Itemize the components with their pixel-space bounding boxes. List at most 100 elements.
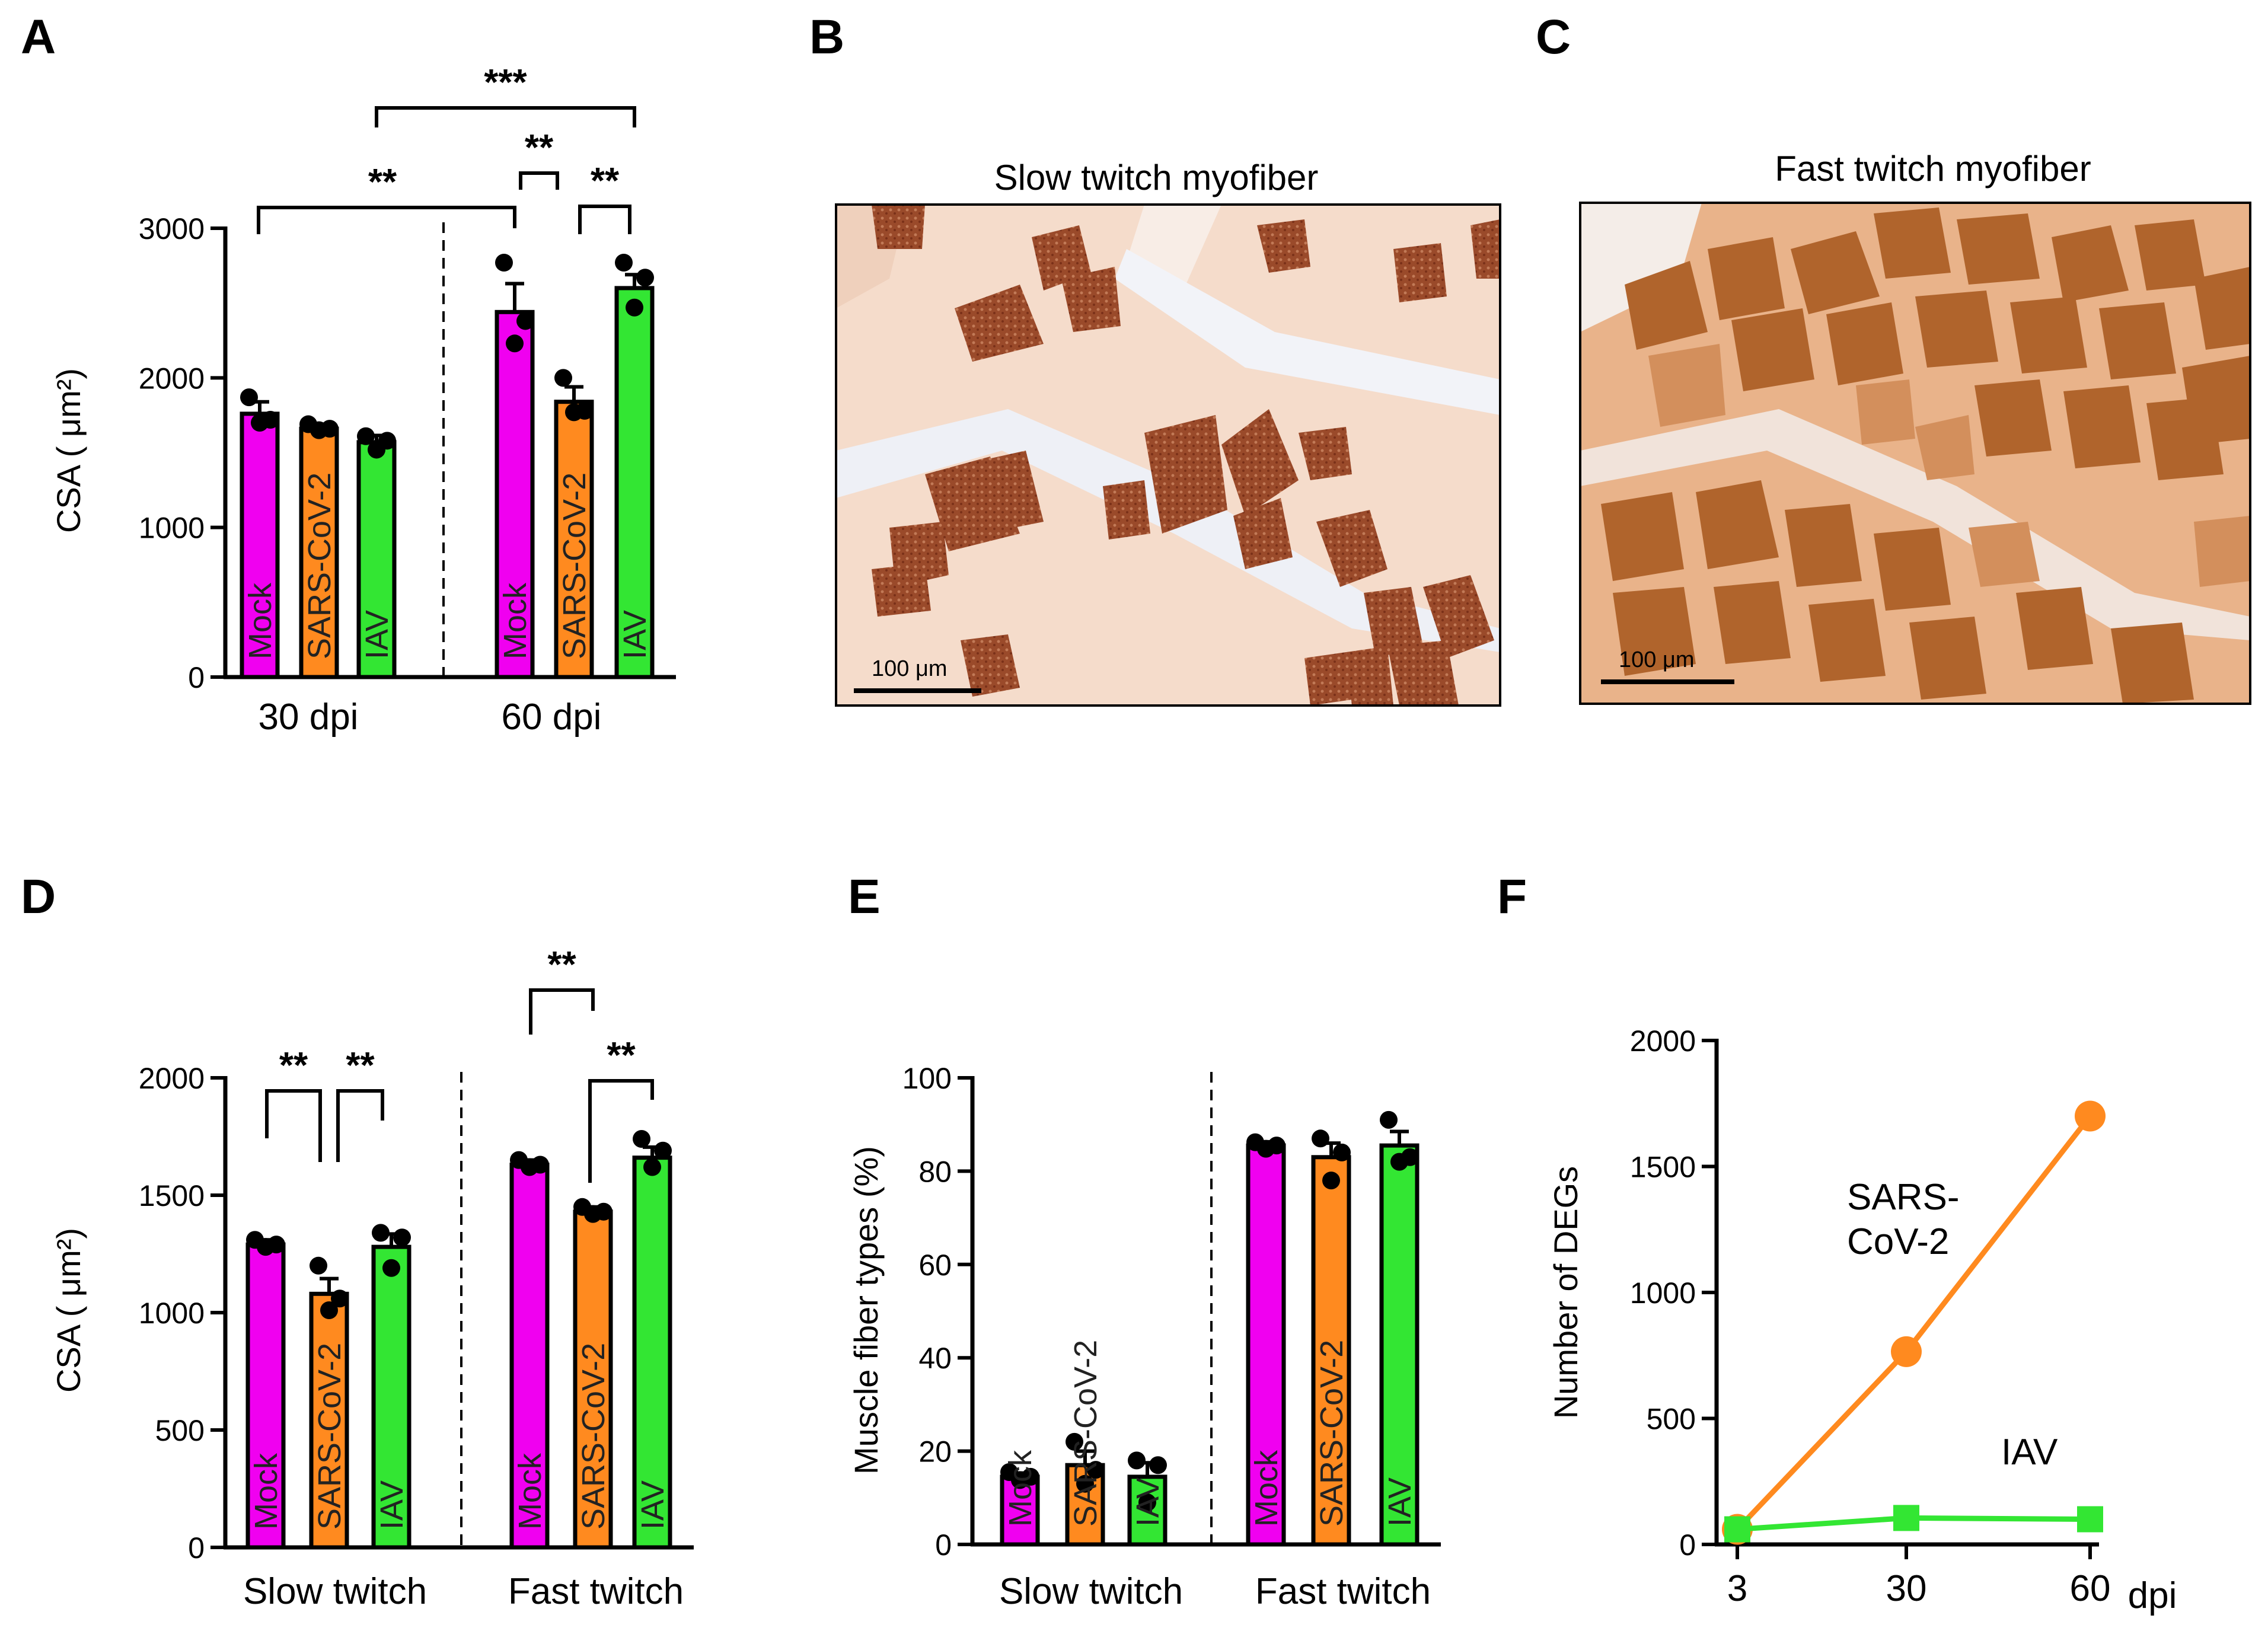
data-point: [643, 1158, 661, 1176]
data-point: [1087, 1461, 1105, 1479]
significance-label: **: [368, 162, 397, 203]
slow-twitch-micrograph: 100 μm: [835, 203, 1501, 707]
bar-iav: [371, 1244, 412, 1550]
data-point: [331, 1289, 349, 1308]
panel-c-title: Fast twitch myofiber: [1775, 149, 2091, 189]
significance-label: **: [607, 1035, 636, 1076]
data-point: [2077, 1506, 2103, 1533]
y-tick-label: 0: [935, 1528, 952, 1562]
data-point: [506, 334, 524, 353]
group-label: Slow twitch: [999, 1571, 1183, 1612]
data-point: [320, 1301, 338, 1320]
y-tick-label: 0: [188, 1531, 205, 1565]
data-point: [1138, 1493, 1156, 1512]
data-point: [1312, 1129, 1329, 1148]
bar-label: IAV: [617, 610, 653, 659]
bar-label: IAV: [635, 1480, 671, 1530]
data-point: [633, 1129, 650, 1148]
panel-label-a: A: [21, 10, 56, 64]
significance-label: **: [279, 1045, 308, 1086]
data-point: [372, 1224, 390, 1242]
data-point: [357, 427, 375, 445]
y-tick-label: 1000: [139, 1297, 205, 1330]
bar-mock: [495, 309, 535, 679]
panel-label-b: B: [809, 10, 844, 64]
significance-bracket: [375, 106, 636, 127]
y-tick-label: 1500: [139, 1179, 205, 1212]
y-tick-label: 80: [918, 1155, 952, 1188]
y-tick-label: 1000: [139, 512, 205, 545]
data-point: [382, 1259, 400, 1277]
significance-label: **: [346, 1045, 375, 1086]
y-tick-label: 20: [918, 1435, 952, 1469]
group-label: Fast twitch: [1255, 1571, 1431, 1612]
panel-b-title: Slow twitch myofiber: [994, 158, 1319, 197]
data-point: [584, 1205, 602, 1223]
data-point: [251, 414, 269, 432]
data-point: [1128, 1451, 1146, 1470]
bar-label: Mock: [1249, 1450, 1284, 1527]
data-point: [240, 388, 258, 407]
data-point: [554, 369, 572, 387]
bar-label: SARS-CoV-2: [1068, 1340, 1103, 1527]
significance-bracket: [588, 1079, 654, 1183]
significance-bracket: [265, 1089, 322, 1162]
significance-bracket: [336, 1089, 384, 1162]
panel-c-scale-label: 100 μm: [1619, 647, 1695, 672]
significance-label: **: [547, 944, 576, 985]
data-point: [516, 312, 534, 330]
group-label: 60 dpi: [502, 697, 602, 738]
bar-label: Mock: [512, 1453, 548, 1530]
panel-b-scale-label: 100 μm: [872, 656, 948, 681]
data-point: [654, 1141, 672, 1160]
y-tick-label: 1500: [1630, 1151, 1696, 1184]
bar-mock: [245, 1242, 286, 1550]
bar-label: SARS-CoV-2: [576, 1343, 611, 1530]
bar-label: IAV: [374, 1480, 410, 1530]
chart-panel-d: Mock SARS-CoV-2 IAV Mock SARS-CoV-2 IAV 0 500 10…: [50, 944, 694, 1612]
y-axis-label: Number of DEGs: [1547, 1166, 1584, 1419]
y-tick-label: 3000: [139, 212, 205, 245]
y-tick-label: 2000: [139, 1062, 205, 1095]
panel-label-f: F: [1497, 870, 1527, 924]
bar-label: IAV: [359, 610, 395, 659]
x-tick-label: 3: [1727, 1568, 1747, 1609]
data-point: [1380, 1110, 1398, 1129]
data-point: [393, 1228, 411, 1247]
bar-label: Mock: [243, 582, 278, 659]
y-axis-label: CSA ( μm²): [50, 368, 87, 533]
y-tick-label: 0: [188, 661, 205, 694]
x-tick-label: 60: [2070, 1568, 2111, 1609]
series-label: IAV: [2001, 1432, 2058, 1473]
data-point: [1257, 1140, 1275, 1158]
bar-label: IAV: [1382, 1477, 1418, 1527]
y-tick-label: 1000: [1630, 1276, 1696, 1310]
series-label: CoV-2: [1847, 1221, 1949, 1262]
data-point: [565, 403, 583, 422]
data-point: [1893, 1505, 1919, 1531]
bar-label: Mock: [1003, 1450, 1038, 1527]
y-tick-label: 2000: [1630, 1024, 1696, 1058]
y-tick-label: 60: [918, 1249, 952, 1282]
data-point: [1333, 1143, 1351, 1161]
data-point: [521, 1158, 538, 1176]
data-point: [1390, 1153, 1408, 1171]
y-tick-label: 40: [918, 1342, 952, 1375]
bar-label: SARS-CoV-2: [302, 473, 337, 659]
bar-label: SARS-CoV-2: [312, 1343, 347, 1530]
data-point: [1066, 1432, 1083, 1451]
data-point: [626, 298, 643, 317]
significance-bracket: [519, 171, 559, 190]
data-point: [636, 269, 654, 287]
data-point: [368, 441, 385, 459]
data-point: [1011, 1471, 1029, 1489]
y-tick-label: 500: [1647, 1403, 1696, 1436]
significance-label: ***: [484, 62, 527, 103]
group-label: Slow twitch: [243, 1571, 427, 1612]
x-tick-label: 30: [1886, 1568, 1927, 1609]
group-label: Fast twitch: [508, 1571, 684, 1612]
significance-bracket: [578, 205, 631, 234]
y-axis-label: CSA ( μm²): [50, 1228, 87, 1393]
data-point: [310, 1256, 327, 1275]
fast-twitch-micrograph: 100 μm: [1579, 202, 2251, 705]
